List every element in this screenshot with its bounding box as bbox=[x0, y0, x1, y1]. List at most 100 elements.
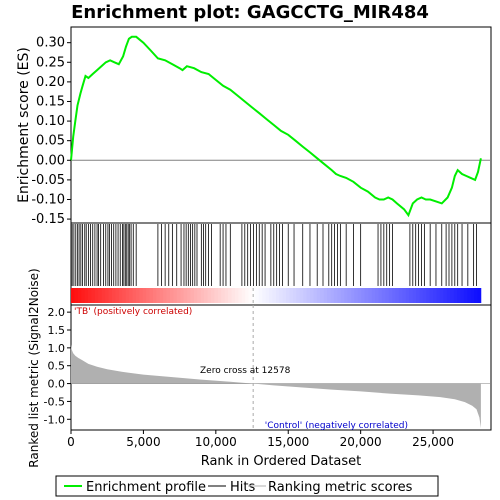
metric-color-band-segment bbox=[299, 288, 304, 303]
metric-color-band-segment bbox=[429, 288, 434, 303]
x-tick-label: 20,000 bbox=[340, 435, 382, 449]
es-panel-frame bbox=[70, 26, 492, 224]
metric-color-band-segment bbox=[152, 288, 157, 303]
metric-color-band-segment bbox=[217, 288, 222, 303]
es-y-tick-label: 0.05 bbox=[36, 134, 65, 149]
es-profile-line bbox=[70, 35, 482, 218]
metric-color-band-segment bbox=[275, 288, 280, 303]
metric-color-band-segment bbox=[122, 288, 127, 303]
metric-color-band-segment bbox=[132, 288, 137, 303]
metric-color-band-segment bbox=[313, 288, 318, 303]
metric-color-band-segment bbox=[306, 288, 311, 303]
metric-color-band-segment bbox=[381, 288, 386, 303]
metric-color-band-segment bbox=[241, 288, 246, 303]
metric-color-band-segment bbox=[231, 288, 236, 303]
metric-color-band-segment bbox=[422, 288, 427, 303]
legend: Enrichment profile Hits Ranking metric s… bbox=[55, 475, 439, 497]
metric-color-band-segment bbox=[282, 288, 287, 303]
metric-color-band-segment bbox=[91, 288, 96, 303]
metric-color-band-segment bbox=[139, 288, 144, 303]
metric-color-band-segment bbox=[327, 288, 331, 303]
metric-color-band-segment bbox=[197, 288, 202, 303]
metric-color-band-segment bbox=[262, 288, 267, 303]
metric-color-band-segment bbox=[340, 288, 345, 303]
metric-y-tick-label: -1.0 bbox=[44, 413, 65, 426]
metric-color-band-segment bbox=[166, 288, 171, 303]
x-axis-label: Rank in Ordered Dataset bbox=[201, 454, 362, 469]
metric-color-band-segment bbox=[316, 288, 321, 303]
zero-cross-label: Zero cross at 12578 bbox=[200, 366, 291, 376]
metric-color-band-segment bbox=[200, 288, 205, 303]
metric-color-band-segment bbox=[272, 288, 277, 303]
x-tick-label: 10,000 bbox=[195, 435, 237, 449]
metric-color-band-segment bbox=[433, 288, 437, 303]
metric-color-band-segment bbox=[361, 288, 366, 303]
metric-color-band-segment bbox=[221, 288, 226, 303]
metric-color-band-segment bbox=[149, 288, 154, 303]
metric-color-band-segment bbox=[265, 288, 270, 303]
metric-color-band-segment bbox=[252, 288, 256, 303]
metric-color-band-segment bbox=[426, 288, 431, 303]
metric-color-band-segment bbox=[330, 288, 335, 303]
metric-color-band-segment bbox=[98, 288, 103, 303]
es-layer bbox=[70, 35, 491, 218]
metric-color-band-segment bbox=[347, 288, 352, 303]
metric-color-band-segment bbox=[456, 288, 461, 303]
metric-color-band-segment bbox=[118, 288, 123, 303]
metric-color-band-segment bbox=[94, 288, 99, 303]
es-y-tick-label: -0.05 bbox=[31, 173, 65, 188]
x-tick-label: 0 bbox=[67, 435, 75, 449]
metric-color-band-segment bbox=[467, 288, 472, 303]
axes-layer: 0.300.250.200.150.100.050.00-0.05-0.10-0… bbox=[31, 36, 454, 449]
metric-color-band-segment bbox=[190, 288, 195, 303]
metric-color-band-segment bbox=[228, 288, 232, 303]
metric-color-band-segment bbox=[279, 288, 284, 303]
metric-color-band-segment bbox=[180, 288, 185, 303]
metric-y-tick-label: 1.5 bbox=[48, 324, 66, 337]
legend-box bbox=[55, 475, 439, 497]
metric-color-band-segment bbox=[463, 288, 468, 303]
metric-color-band-segment bbox=[351, 288, 355, 303]
metric-color-band-segment bbox=[286, 288, 290, 303]
legend-profile-label: Enrichment profile bbox=[86, 480, 206, 495]
legend-hits-label: Hits bbox=[230, 480, 255, 495]
metric-color-band-segment bbox=[193, 288, 198, 303]
metric-y-tick-label: 1.0 bbox=[48, 342, 66, 355]
es-y-tick-label: 0.00 bbox=[36, 153, 65, 168]
metric-color-band-segment bbox=[395, 288, 400, 303]
metric-color-band-segment bbox=[412, 288, 417, 303]
metric-color-band-segment bbox=[101, 288, 106, 303]
metric-color-band-segment bbox=[111, 288, 116, 303]
x-tick-label: 15,000 bbox=[267, 435, 309, 449]
metric-y-tick-label: 0.5 bbox=[48, 360, 66, 373]
metric-color-band-segment bbox=[224, 288, 229, 303]
metric-color-band-segment bbox=[354, 288, 359, 303]
metric-color-band-segment bbox=[293, 288, 297, 303]
metric-color-band-segment bbox=[77, 288, 82, 303]
metric-color-band-segment bbox=[388, 288, 393, 303]
metric-color-band-segment bbox=[474, 288, 478, 303]
metric-color-band-segment bbox=[163, 288, 168, 303]
metric-color-band-segment bbox=[320, 288, 325, 303]
metric-color-band-segment bbox=[289, 288, 294, 303]
metric-color-band-segment bbox=[211, 288, 215, 303]
metric-color-band-segment bbox=[81, 288, 86, 303]
metric-color-band-segment bbox=[159, 288, 164, 303]
es-y-tick-label: -0.10 bbox=[31, 192, 65, 207]
metric-y-tick-label: 0.0 bbox=[48, 378, 66, 391]
metric-color-band-segment bbox=[176, 288, 181, 303]
es-y-tick-label: 0.10 bbox=[36, 114, 65, 129]
metric-color-band-segment bbox=[409, 288, 413, 303]
metric-color-band-segment bbox=[125, 288, 130, 303]
metric-color-band-segment bbox=[255, 288, 260, 303]
x-tick-label: 25,000 bbox=[412, 435, 454, 449]
chart-title: Enrichment plot: GAGCCTG_MIR484 bbox=[71, 2, 429, 23]
legend-metric-label: Ranking metric scores bbox=[268, 480, 413, 495]
metric-color-band-segment bbox=[234, 288, 239, 303]
metric-color-band-segment bbox=[405, 288, 410, 303]
metric-layer bbox=[71, 288, 491, 430]
metric-color-band-segment bbox=[477, 288, 482, 303]
metric-color-band-segment bbox=[245, 288, 250, 303]
metric-color-band-segment bbox=[436, 288, 441, 303]
